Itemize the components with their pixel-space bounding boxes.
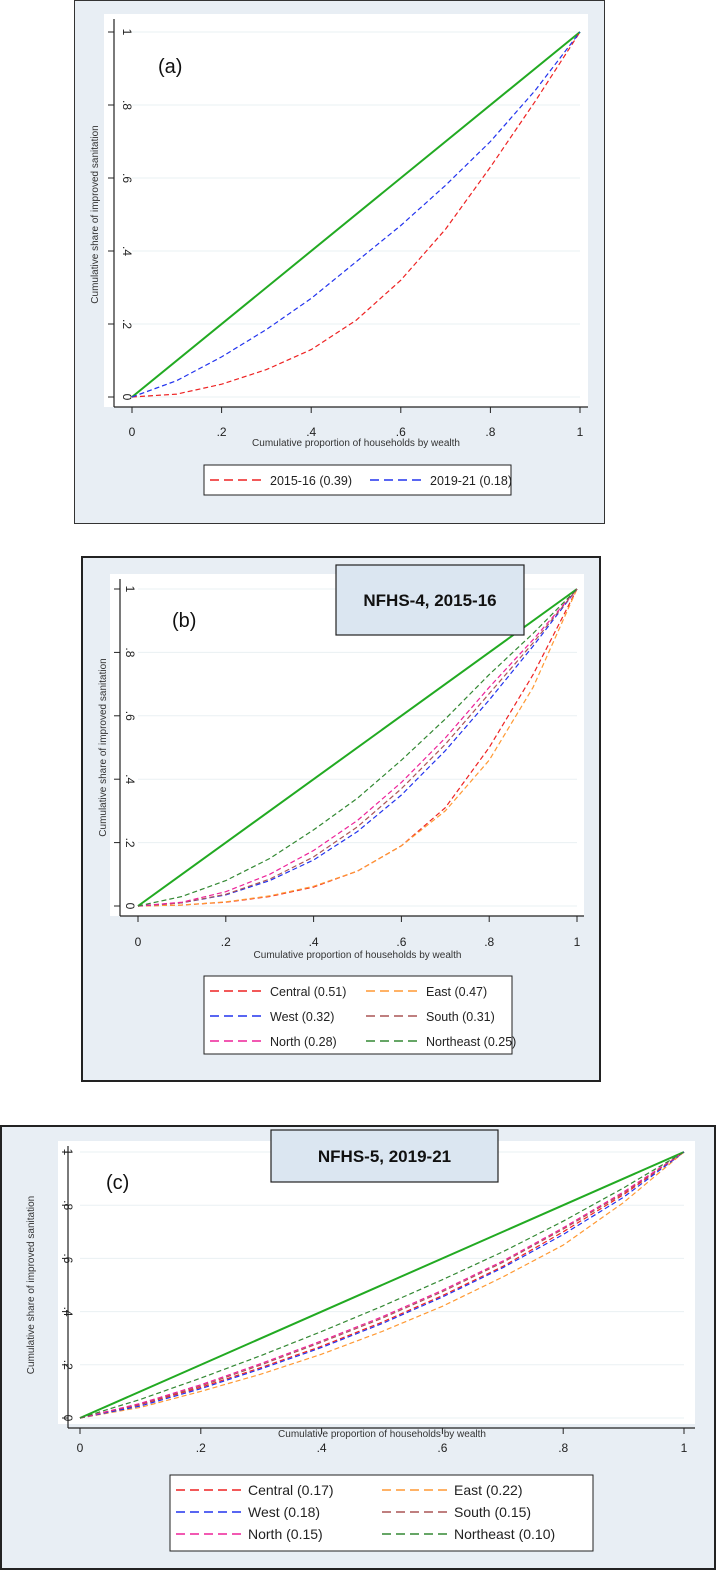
panel-a-x-tick-label: .6	[396, 425, 406, 439]
panel-c-x-axis-title: Cumulative proportion of households by w…	[278, 1429, 486, 1440]
panel-b-series-line	[137, 588, 578, 907]
panel-c-x-tick-label: .8	[558, 1441, 568, 1455]
panel-b-y-tick-label: .6	[123, 711, 137, 721]
panel-b-x-tick-label: .8	[484, 935, 494, 949]
panel-b-x-tick-label: .6	[396, 935, 406, 949]
panel-c-y-tick-label: .8	[61, 1200, 75, 1210]
panel-c-x-tick-label: .4	[317, 1441, 327, 1455]
panel-a-chart: 0 .2 .4 .6 .8 1 0 .2 .4 .6 .8 1 Cumulative proportio…	[90, 14, 588, 496]
panel-b-x-tick-label: 1	[574, 935, 581, 949]
panel-a-equality-line	[131, 31, 581, 398]
panel-c-equality-line	[79, 1151, 685, 1419]
panel-c-x-tick-label: .6	[437, 1441, 447, 1455]
panel-b-series-line	[137, 588, 578, 907]
panel-c-legend-label: West (0.18)	[248, 1504, 320, 1520]
panel-c-legend-box	[169, 1474, 594, 1552]
panel-b-panel-label: (b)	[172, 610, 196, 632]
panel-b-legend-label: South (0.31)	[426, 1010, 495, 1024]
panel-b-x-tick-label: .2	[221, 935, 231, 949]
panel-b-y-tick-label: .2	[123, 838, 137, 848]
panel-a-legend-label: 2019-21 (0.18)	[430, 474, 512, 488]
panel-c-plot-background	[58, 1141, 695, 1424]
panel-b-equality-line	[137, 588, 578, 907]
panel-b-y-tick-label: 0	[123, 903, 137, 910]
panel-b-title: NFHS-4, 2015-16	[363, 591, 496, 610]
panel-b-legend-label: North (0.28)	[270, 1035, 337, 1049]
panel-a-series-line	[131, 31, 581, 398]
panel-c-y-tick-label: .2	[61, 1360, 75, 1370]
panel-a-y-axis-title: Cumulative share of improved sanitation	[90, 125, 101, 303]
panel-a-legend-label: 2015-16 (0.39)	[270, 474, 352, 488]
panel-a-y-tick-label: 1	[120, 29, 134, 36]
panel-c-y-tick-label: 0	[61, 1415, 75, 1422]
panel-b-x-axis-title: Cumulative proportion of households by w…	[254, 950, 462, 961]
panel-a-y-tick-label: .6	[120, 173, 134, 183]
panel-c-legend-label: South (0.15)	[454, 1504, 531, 1520]
panel-a-x-tick-label: 0	[129, 425, 136, 439]
panel-b-x-tick-label: .4	[309, 935, 319, 949]
panel-a-x-tick-label: .4	[306, 425, 316, 439]
panel-a-series-line	[131, 31, 581, 398]
panel-c-y-tick-label: 1	[61, 1149, 75, 1156]
panel-a-x-tick-label: 1	[577, 425, 584, 439]
panel-c-series-line	[79, 1151, 685, 1419]
panel-c-legend-label: Central (0.17)	[248, 1482, 334, 1498]
panel-a-y-tick-label: .2	[120, 319, 134, 329]
panel-c-x-tick-label: 0	[77, 1441, 84, 1455]
panel-b-legend-label: East (0.47)	[426, 985, 487, 999]
panel-c-chart: 0 .2 .4 .6 .8 1 0 .2 .4 .6 .8 1 Cumulative proportio…	[26, 1129, 695, 1552]
panel-c-x-tick-label: 1	[681, 1441, 688, 1455]
panel-a-x-axis-title: Cumulative proportion of households by w…	[252, 438, 460, 449]
panel-b-legend-label: Central (0.51)	[270, 985, 346, 999]
panel-b-chart: 0 .2 .4 .6 .8 1 0 .2 .4 .6 .8 1 Cumulative proportio…	[98, 564, 584, 1055]
panel-c-y-tick-label: .6	[61, 1253, 75, 1263]
panel-b-y-tick-label: 1	[123, 586, 137, 593]
panel-b-legend-label: Northeast (0.25)	[426, 1035, 516, 1049]
panel-a-x-tick-label: .8	[485, 425, 495, 439]
panel-a-y-tick-label: .8	[120, 100, 134, 110]
panel-b-title-box	[335, 564, 525, 636]
panel-a-y-tick-label: 0	[120, 394, 134, 401]
panel-b-legend-label: West (0.32)	[270, 1010, 334, 1024]
panel-a-x-tick-label: .2	[217, 425, 227, 439]
panel-b-series-line	[137, 588, 578, 907]
panel-c-title-box	[270, 1129, 499, 1183]
panel-a-panel-label: (a)	[158, 56, 182, 78]
panel-c-x-tick-label: .2	[196, 1441, 206, 1455]
panel-a-y-tick-label: .4	[120, 246, 134, 256]
panel-c-title: NFHS-5, 2019-21	[318, 1147, 451, 1166]
panel-c-panel-label: (c)	[106, 1172, 129, 1194]
panel-c-y-axis-title: Cumulative share of improved sanitation	[26, 1196, 37, 1374]
panel-a-plot-background	[104, 14, 588, 407]
panel-c-y-tick-label: .4	[61, 1307, 75, 1317]
panel-b-x-tick-label: 0	[135, 935, 142, 949]
panel-c-legend-label: East (0.22)	[454, 1482, 522, 1498]
panel-b-series-line	[137, 588, 578, 907]
panel-c-series-line	[79, 1151, 685, 1419]
panel-b-y-axis-title: Cumulative share of improved sanitation	[98, 658, 109, 836]
panel-c-series-line	[79, 1151, 685, 1419]
panel-c-series-line	[79, 1151, 685, 1419]
panel-b-y-tick-label: .8	[123, 647, 137, 657]
panel-c-legend-label: Northeast (0.10)	[454, 1526, 555, 1542]
panel-b-y-tick-label: .4	[123, 774, 137, 784]
panel-c-legend-label: North (0.15)	[248, 1526, 323, 1542]
